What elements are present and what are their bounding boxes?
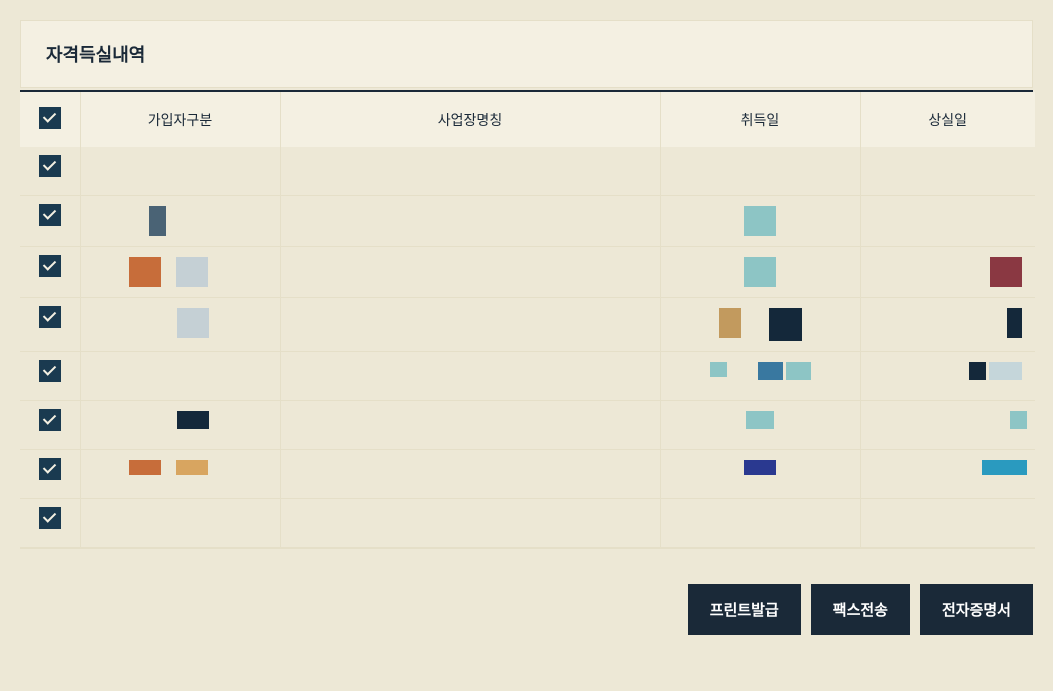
- table-row: [20, 401, 1035, 450]
- redacted-block: [177, 411, 209, 429]
- row-checkbox[interactable]: [39, 409, 61, 431]
- row-checkbox[interactable]: [39, 458, 61, 480]
- redacted-block: [176, 460, 208, 475]
- redacted-block: [719, 308, 741, 338]
- row-checkbox[interactable]: [39, 507, 61, 529]
- redacted-block: [177, 308, 209, 338]
- table-row: [20, 247, 1035, 298]
- cell-type: [80, 450, 280, 499]
- row-checkbox[interactable]: [39, 155, 61, 177]
- cell-lose: [860, 196, 1035, 247]
- cell-type: [80, 247, 280, 298]
- redacted-block: [744, 257, 776, 287]
- cell-acquire: [660, 450, 860, 499]
- redacted-block: [969, 362, 986, 380]
- history-table: 가입자구분 사업장명칭 취득일 상실일: [20, 90, 1033, 549]
- cell-lose: [860, 247, 1035, 298]
- redacted-block: [744, 460, 776, 475]
- table-row: [20, 499, 1035, 549]
- redacted-block: [710, 362, 727, 377]
- cell-lose: [860, 147, 1035, 196]
- redacted-block: [786, 362, 811, 380]
- row-checkbox[interactable]: [39, 306, 61, 328]
- header-acquire: 취득일: [660, 92, 860, 147]
- cell-type: [80, 298, 280, 352]
- redacted-block: [989, 362, 1022, 380]
- cell-type: [80, 401, 280, 450]
- redacted-block: [149, 206, 166, 236]
- cell-lose: [860, 499, 1035, 549]
- redacted-block: [1010, 411, 1027, 429]
- redacted-block: [982, 460, 1027, 475]
- row-checkbox[interactable]: [39, 255, 61, 277]
- cell-name: [280, 499, 660, 549]
- cell-name: [280, 401, 660, 450]
- cell-checkbox: [20, 196, 80, 247]
- redacted-block: [129, 460, 161, 475]
- row-checkbox[interactable]: [39, 204, 61, 226]
- cell-name: [280, 247, 660, 298]
- button-row: 프린트발급 팩스전송 전자증명서: [20, 584, 1033, 635]
- table-row: [20, 298, 1035, 352]
- cell-checkbox: [20, 499, 80, 549]
- print-button[interactable]: 프린트발급: [688, 584, 801, 635]
- cell-name: [280, 147, 660, 196]
- redacted-block: [744, 206, 776, 236]
- header-lose: 상실일: [860, 92, 1035, 147]
- table-row: [20, 147, 1035, 196]
- redacted-block: [769, 308, 802, 341]
- header-type: 가입자구분: [80, 92, 280, 147]
- select-all-checkbox[interactable]: [39, 107, 61, 129]
- cell-acquire: [660, 196, 860, 247]
- redacted-block: [746, 411, 774, 429]
- cell-lose: [860, 298, 1035, 352]
- cell-name: [280, 196, 660, 247]
- redacted-block: [176, 257, 208, 287]
- header-checkbox: [20, 92, 80, 147]
- header-name: 사업장명칭: [280, 92, 660, 147]
- cell-checkbox: [20, 352, 80, 401]
- cell-acquire: [660, 298, 860, 352]
- table-header-row: 가입자구분 사업장명칭 취득일 상실일: [20, 92, 1035, 147]
- redacted-block: [758, 362, 783, 380]
- cell-name: [280, 450, 660, 499]
- cell-checkbox: [20, 401, 80, 450]
- cell-lose: [860, 401, 1035, 450]
- cell-lose: [860, 352, 1035, 401]
- cell-acquire: [660, 401, 860, 450]
- cell-name: [280, 352, 660, 401]
- cert-button[interactable]: 전자증명서: [920, 584, 1033, 635]
- panel-title: 자격득실내역: [20, 20, 1033, 88]
- cell-acquire: [660, 352, 860, 401]
- cell-type: [80, 196, 280, 247]
- redacted-block: [129, 257, 161, 287]
- cell-name: [280, 298, 660, 352]
- table-row: [20, 196, 1035, 247]
- fax-button[interactable]: 팩스전송: [811, 584, 910, 635]
- table-row: [20, 352, 1035, 401]
- cell-acquire: [660, 247, 860, 298]
- cell-type: [80, 499, 280, 549]
- cell-checkbox: [20, 247, 80, 298]
- table-row: [20, 450, 1035, 499]
- cell-checkbox: [20, 450, 80, 499]
- cell-checkbox: [20, 298, 80, 352]
- cell-type: [80, 352, 280, 401]
- cell-checkbox: [20, 147, 80, 196]
- cell-acquire: [660, 147, 860, 196]
- redacted-block: [1007, 308, 1022, 338]
- cell-type: [80, 147, 280, 196]
- redacted-block: [990, 257, 1022, 287]
- cell-acquire: [660, 499, 860, 549]
- cell-lose: [860, 450, 1035, 499]
- row-checkbox[interactable]: [39, 360, 61, 382]
